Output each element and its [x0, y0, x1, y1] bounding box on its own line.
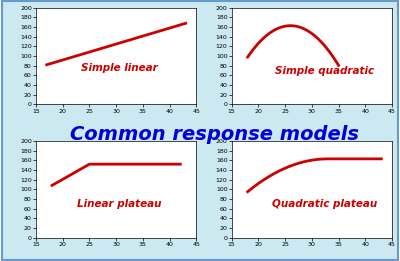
Text: Simple quadratic: Simple quadratic [275, 66, 374, 75]
Text: Simple linear: Simple linear [81, 63, 158, 73]
Text: Common response models: Common response models [70, 125, 358, 144]
Text: Quadratic plateau: Quadratic plateau [272, 199, 377, 209]
Text: Linear plateau: Linear plateau [77, 199, 162, 209]
